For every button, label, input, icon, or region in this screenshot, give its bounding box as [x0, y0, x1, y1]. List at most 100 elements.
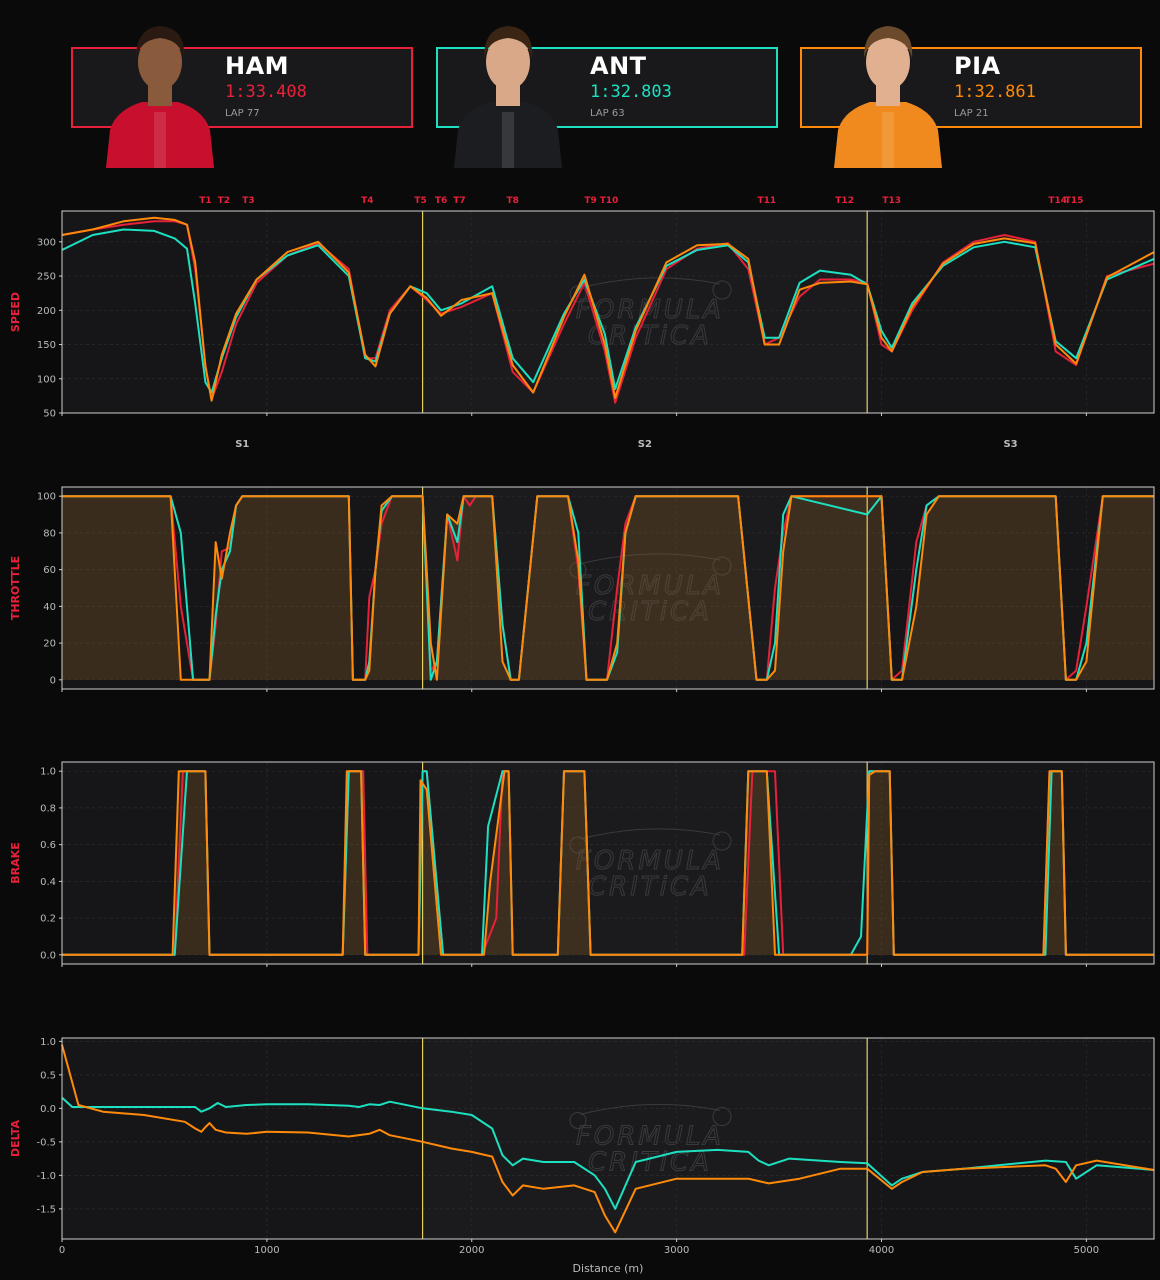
driver-suit-zip: [882, 112, 894, 168]
sector-shade-s3: [867, 211, 1154, 413]
series-line-pia: [61, 1044, 1155, 1234]
sector-label: S1: [235, 439, 249, 450]
y-tick-label: 0: [50, 675, 56, 686]
corner-label: T9: [584, 196, 596, 206]
y-tick-label: 0.0: [40, 950, 56, 961]
y-tick-label: 300: [37, 237, 56, 248]
y-tick-label: 150: [37, 340, 56, 351]
driver-neck: [876, 84, 900, 106]
corner-label: T14: [1048, 196, 1067, 206]
corner-label: T11: [757, 196, 776, 206]
corner-label: T6: [435, 196, 447, 206]
y-tick-label: 0.2: [40, 914, 56, 925]
x-axis-label: Distance (m): [573, 1262, 644, 1275]
y-tick-label: 100: [37, 374, 56, 385]
watermark-car-outline: [579, 277, 721, 289]
y-tick-label: 200: [37, 306, 56, 317]
y-tick-label: 40: [43, 602, 56, 613]
driver-code-pia: PIA: [954, 52, 1001, 80]
corner-label: T4: [361, 196, 373, 206]
y-tick-label: 0.8: [40, 803, 56, 814]
area-fill-pia: [62, 771, 1154, 955]
corner-label: T15: [1065, 196, 1084, 206]
driver-hair: [484, 26, 533, 58]
driver-suit-pia: [834, 102, 942, 168]
y-axis-label: DELTA: [9, 1120, 22, 1157]
watermark-text: FORMULA: [576, 1122, 724, 1152]
sector-shade-s3: [867, 1038, 1154, 1239]
x-tick-label: 0: [59, 1245, 65, 1256]
driver-suit-zip: [502, 112, 514, 168]
x-tick-label: 1000: [254, 1245, 279, 1256]
x-tick-label: 2000: [459, 1245, 484, 1256]
watermark-car-outline: [579, 1103, 721, 1115]
corner-label: T5: [414, 196, 426, 206]
lap-number-ham: LAP 77: [225, 108, 260, 119]
sector-shade-s3: [867, 762, 1154, 964]
watermark-car-outline: [579, 828, 721, 840]
watermark-wheel: [569, 1112, 587, 1129]
driver-suit-ant: [454, 102, 562, 168]
y-tick-label: -1.5: [36, 1204, 56, 1215]
driver-hair: [136, 26, 185, 58]
lap-time-ant: 1:32.803: [590, 82, 672, 102]
panel-frame: [61, 210, 1155, 414]
lap-time-pia: 1:32.861: [954, 82, 1036, 102]
driver-hair: [864, 26, 913, 58]
y-tick-label: 0.0: [40, 1104, 56, 1115]
corner-label: T2: [218, 196, 230, 206]
x-tick-label: 3000: [664, 1245, 689, 1256]
y-tick-label: 100: [37, 492, 56, 503]
series-line-pia: [61, 216, 1155, 402]
driver-face: [138, 34, 182, 90]
sector-label: S2: [638, 439, 652, 450]
driver-portrait-ant: [450, 12, 566, 168]
y-axis-label: BRAKE: [9, 842, 22, 883]
watermark-wheel: [712, 831, 732, 851]
y-tick-label: 20: [43, 639, 56, 650]
watermark-text: FORMULA: [576, 846, 724, 876]
driver-portrait-ham: [102, 12, 218, 168]
y-tick-label: 0.5: [40, 1070, 56, 1081]
watermark-wheel: [712, 1107, 732, 1126]
corner-label: T10: [600, 196, 619, 206]
y-axis-label: SPEED: [9, 292, 22, 332]
watermark-wheel: [712, 280, 732, 300]
sector-shade-s2: [422, 487, 868, 689]
corner-label: T3: [242, 196, 254, 206]
watermark-text: FORMULA: [576, 571, 724, 601]
driver-neck: [496, 84, 520, 106]
sector-shade-s1: [62, 1038, 423, 1239]
y-tick-label: -0.5: [36, 1137, 56, 1148]
area-fill-pia: [62, 496, 1154, 680]
y-axis-label: THROTTLE: [9, 556, 22, 620]
panel-frame: [61, 486, 1155, 690]
y-tick-label: 0.6: [40, 840, 56, 851]
y-tick-label: 50: [43, 409, 56, 420]
y-tick-label: 1.0: [40, 767, 56, 778]
corner-label: T8: [507, 196, 519, 206]
watermark-wheel: [712, 556, 732, 576]
watermark-car-outline: [579, 553, 721, 565]
driver-portrait-pia: [830, 12, 946, 168]
series-line-ant: [61, 1096, 1155, 1210]
lap-time-ham: 1:33.408: [225, 82, 307, 102]
x-tick-label: 4000: [869, 1245, 894, 1256]
x-tick-label: 5000: [1074, 1245, 1099, 1256]
sector-shade-s1: [62, 487, 423, 689]
sector-label: S3: [1003, 439, 1017, 450]
watermark-text: CRITiCA: [588, 597, 712, 627]
lap-number-ant: LAP 63: [590, 108, 625, 119]
sector-shade-s3: [867, 487, 1154, 689]
panel-frame: [61, 761, 1155, 965]
driver-neck: [148, 84, 172, 106]
driver-face: [866, 34, 910, 90]
corner-label: T13: [882, 196, 901, 206]
series-line-pia: [62, 770, 1154, 956]
lap-number-pia: LAP 21: [954, 108, 989, 119]
